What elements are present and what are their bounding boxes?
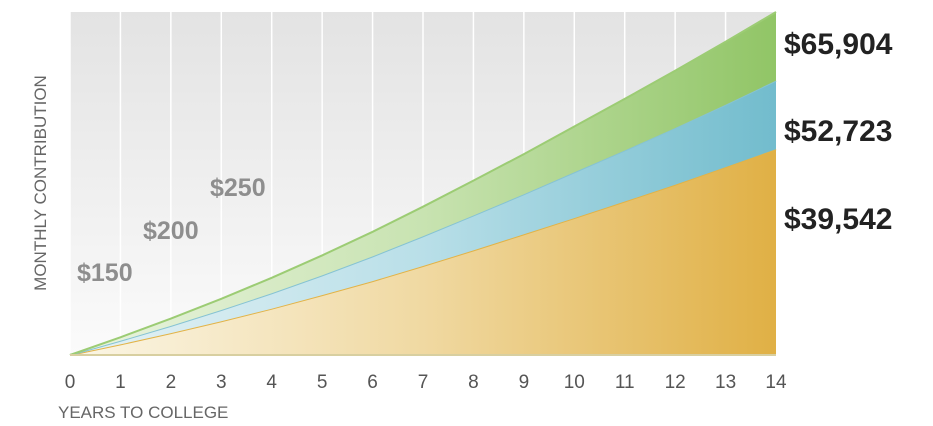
- x-tick-label: 3: [216, 372, 227, 393]
- x-tick-label: 13: [715, 372, 736, 393]
- x-tick-label: 1: [115, 372, 126, 393]
- x-tick-label: 4: [266, 372, 277, 393]
- x-tick-label: 5: [317, 372, 328, 393]
- x-tick-label: 2: [166, 372, 177, 393]
- contribution-labels: $150 $200 $250: [77, 174, 266, 287]
- area-usd-150: [70, 149, 776, 355]
- x-tick-label: 6: [367, 372, 378, 393]
- final-value-label: $52,723: [784, 115, 892, 148]
- contribution-label: $150: [77, 259, 133, 287]
- x-tick-label: 9: [519, 372, 530, 393]
- final-value-label: $39,542: [784, 203, 892, 236]
- series-line-usd-250: [69, 11, 777, 356]
- x-tick-labels: 0 1 2 3 4 5 6 7 8 9 10 11 12 13 14: [65, 372, 787, 393]
- x-axis-title: YEARS TO COLLEGE: [58, 403, 228, 422]
- x-tick-label: 8: [468, 372, 479, 393]
- x-tick-label: 10: [564, 372, 585, 393]
- series-areas: [69, 11, 777, 356]
- x-tick-label: 14: [765, 372, 787, 393]
- contribution-label: $200: [143, 217, 199, 245]
- x-tick-label: 7: [418, 372, 429, 393]
- final-value-labels: $39,542 $52,723 $65,904: [784, 28, 893, 236]
- x-tick-label: 12: [665, 372, 686, 393]
- contribution-label: $250: [210, 174, 266, 202]
- x-tick-label: 0: [65, 372, 76, 393]
- x-tick-label: 11: [615, 372, 635, 393]
- y-axis-title: MONTHLY CONTRIBUTION: [31, 75, 50, 291]
- final-value-label: $65,904: [784, 28, 893, 61]
